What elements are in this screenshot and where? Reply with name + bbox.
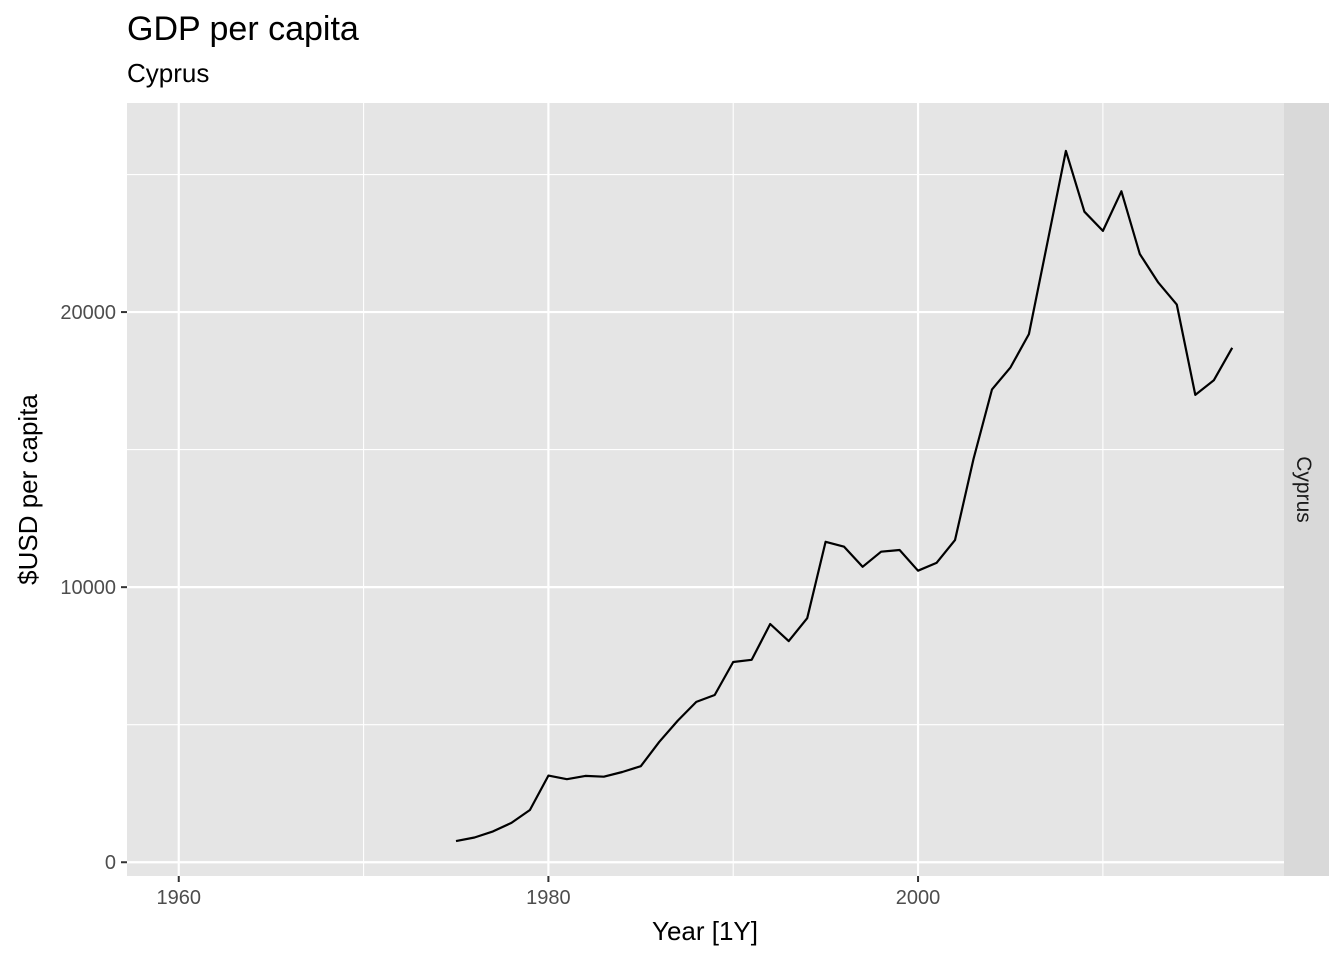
y-tick-label: 10000	[60, 577, 116, 599]
y-axis: 0 10000 20000	[60, 302, 127, 874]
x-tick-label: 1980	[526, 887, 571, 909]
y-axis-title: $USD per capita	[13, 394, 43, 585]
x-axis-title: Year [1Y]	[652, 916, 758, 946]
series-layer	[455, 149, 1234, 843]
chart-subtitle: Cyprus	[127, 58, 209, 88]
major-gridlines	[127, 103, 1284, 876]
x-tick-label: 2000	[896, 887, 941, 909]
facet-strip-label: Cyprus	[1292, 456, 1315, 523]
y-tick-label: 20000	[60, 302, 116, 324]
x-tick-label: 1960	[157, 887, 202, 909]
x-axis: 1960 1980 2000	[157, 876, 941, 909]
gdp-per-capita-line	[455, 149, 1234, 843]
y-tick-label: 0	[105, 852, 116, 874]
facet-strip	[1284, 103, 1329, 876]
chart-title: GDP per capita	[127, 10, 359, 48]
plot-panel	[127, 103, 1284, 876]
